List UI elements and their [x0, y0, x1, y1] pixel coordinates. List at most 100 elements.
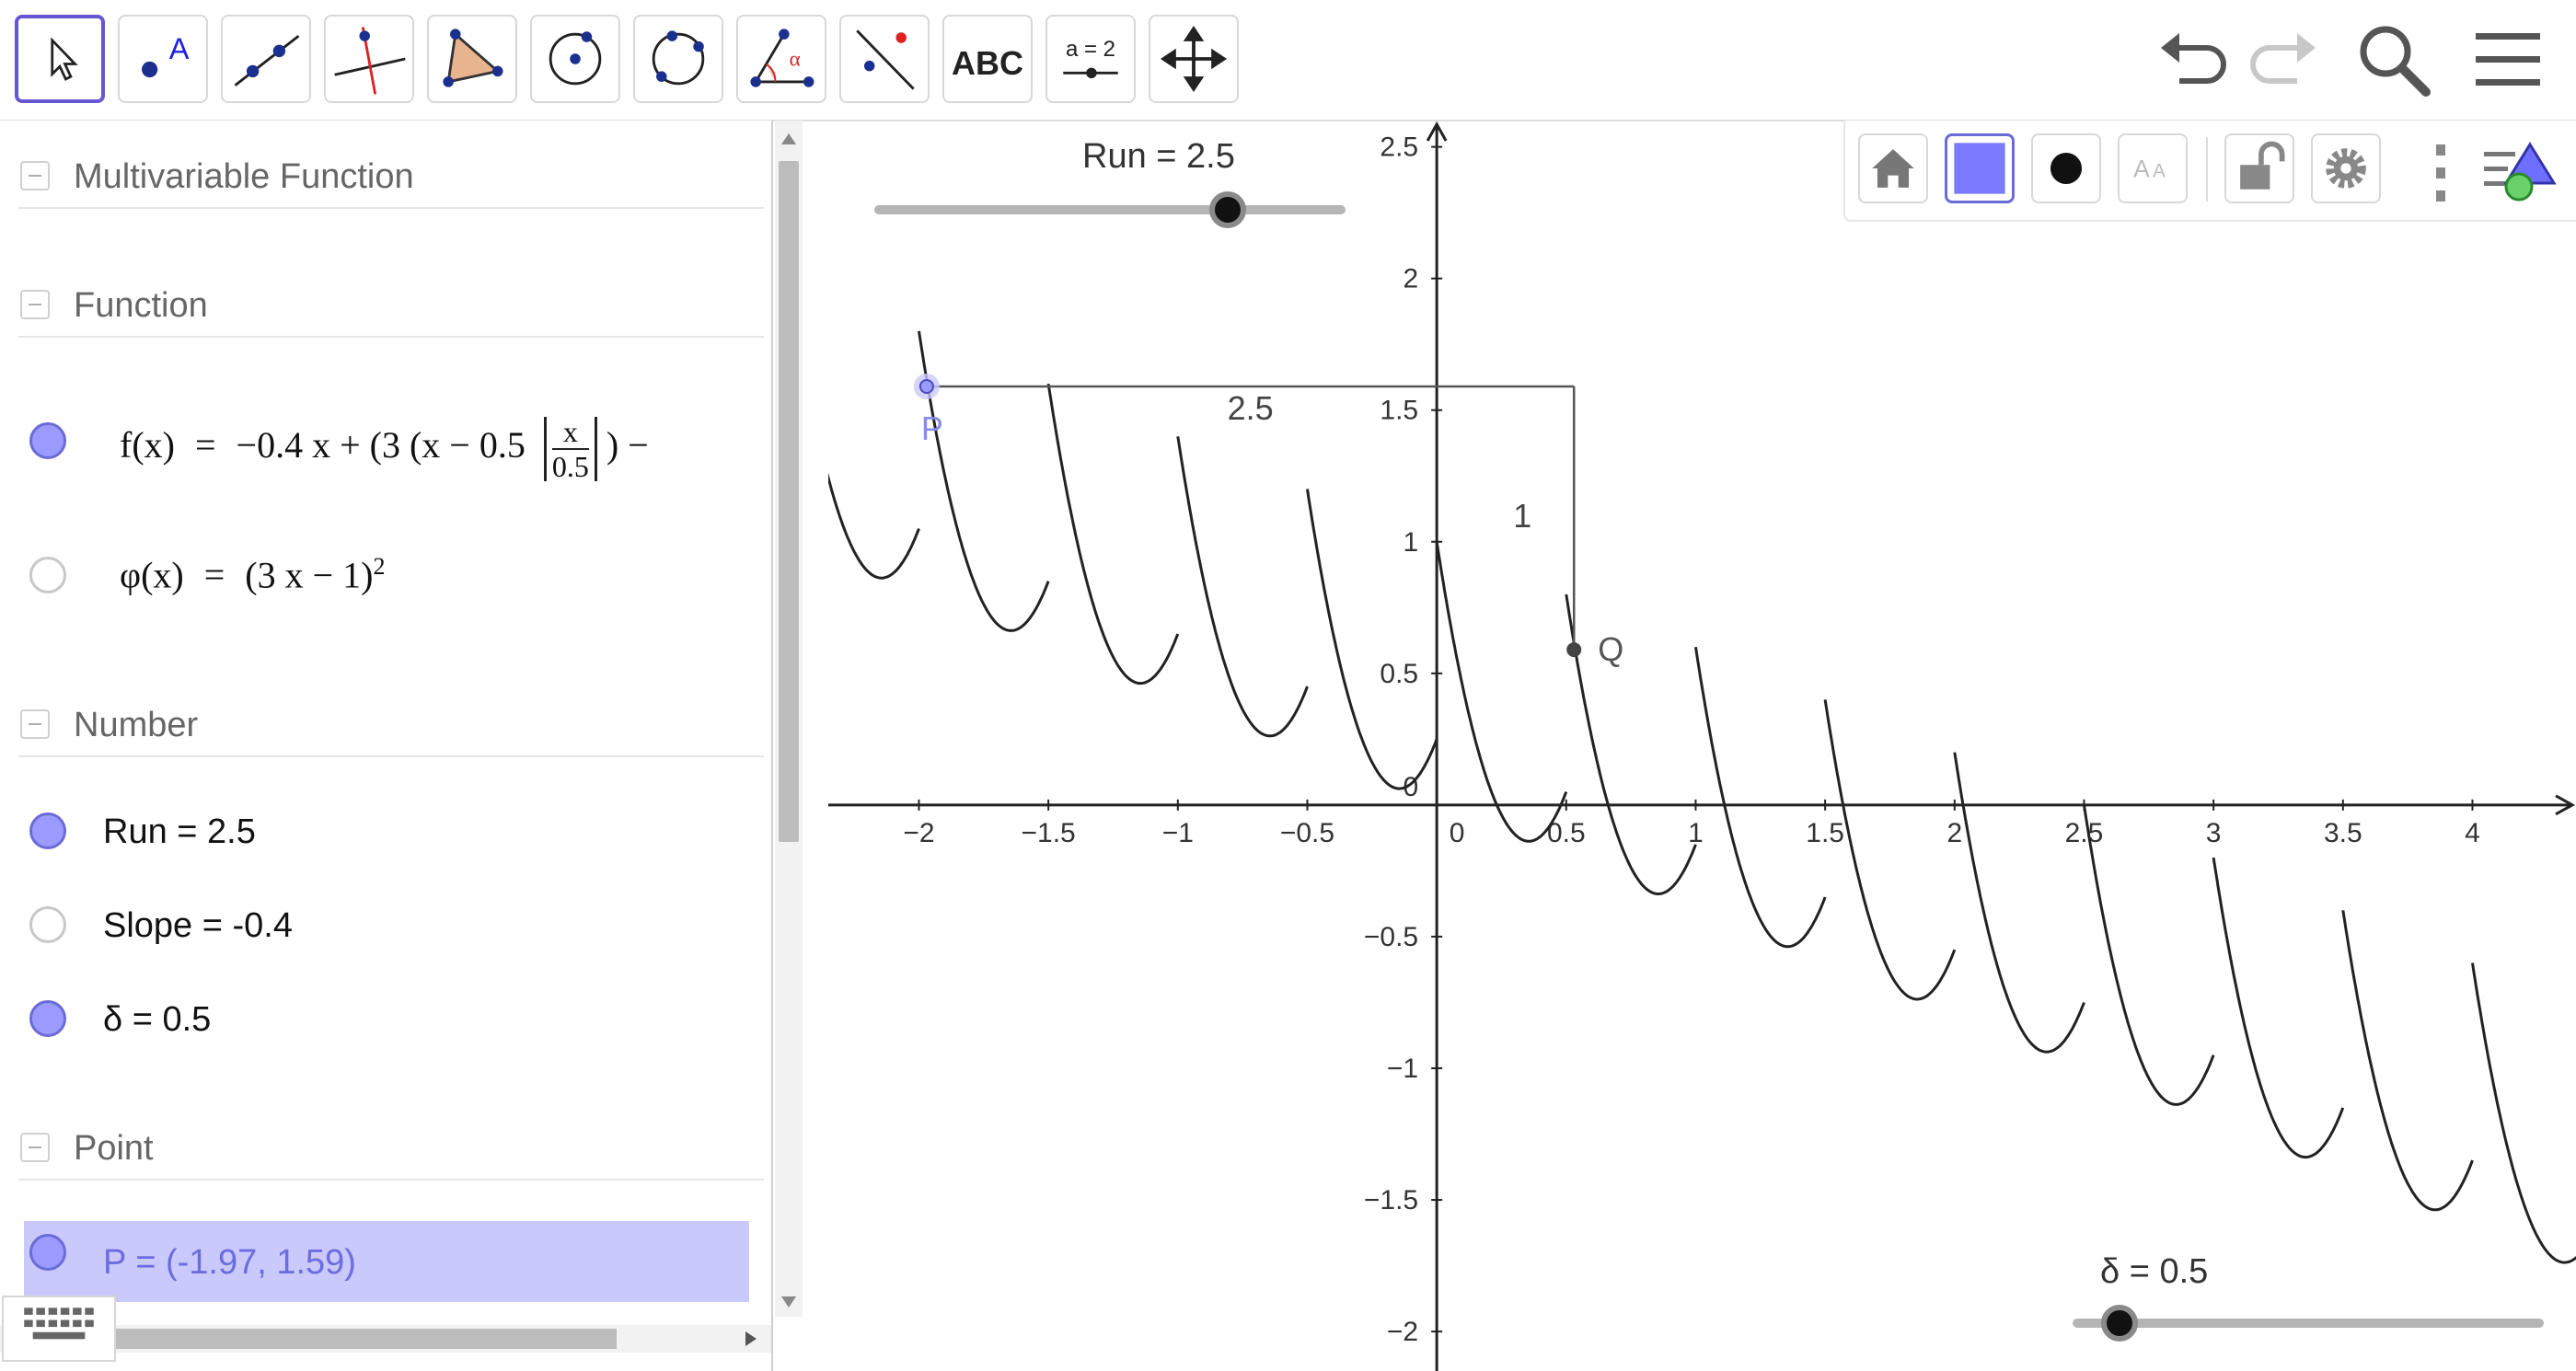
scroll-down-icon[interactable] — [775, 1287, 803, 1315]
point-tool-button[interactable]: A — [118, 15, 208, 103]
style-bar-divider — [2206, 137, 2208, 202]
function-f-branch[interactable] — [2471, 962, 2576, 1264]
y-tick-label: 2.5 — [1380, 132, 1418, 163]
algebra-row-point-p[interactable]: P = (-1.97, 1.59) — [24, 1221, 749, 1302]
algebra-row-slope[interactable]: Slope = -0.4 — [18, 890, 751, 963]
redo-button[interactable] — [2242, 18, 2325, 101]
undo-button[interactable] — [2152, 18, 2235, 101]
algebra-row-f[interactable]: f(x) = −0.4 x + (3 (x − 0.5 x 0.5 ) − — [18, 395, 751, 487]
function-f-branch[interactable] — [1435, 541, 1568, 843]
points[interactable]: PQ — [913, 373, 1623, 668]
collapse-icon[interactable] — [20, 1133, 50, 1162]
angle-icon: α — [750, 29, 814, 87]
move-graphics-icon — [1160, 25, 1228, 93]
more-button[interactable] — [2431, 141, 2449, 205]
algebra-horizontal-scrollbar[interactable] — [0, 1325, 771, 1353]
move-tool-button[interactable] — [15, 15, 105, 103]
algebra-row-delta[interactable]: δ = 0.5 — [18, 984, 751, 1057]
x-tick-label: −0.5 — [1280, 818, 1334, 848]
reflect-tool-button[interactable] — [839, 15, 930, 103]
function-f-branch[interactable] — [1694, 646, 1827, 949]
settings-gear-icon — [2326, 148, 2366, 189]
delta-slider-label: δ = 0.5 — [2100, 1252, 2209, 1291]
point-p[interactable] — [918, 378, 934, 394]
lock-button[interactable] — [2224, 133, 2294, 203]
group-header-number[interactable]: Number — [18, 691, 764, 757]
line-tool-button[interactable] — [221, 15, 311, 103]
group-label: Function — [74, 286, 208, 325]
scroll-thumb[interactable] — [779, 161, 799, 842]
function-phi-definition[interactable]: φ(x) = (3 x − 1)2 — [120, 553, 386, 596]
run-slider-knob[interactable] — [1209, 191, 1246, 228]
fraction-denominator: 0.5 — [551, 450, 589, 483]
polygon-tool-button[interactable] — [427, 15, 517, 103]
function-f-branch[interactable] — [1046, 383, 1180, 686]
delta-slider-track[interactable] — [2073, 1319, 2544, 1328]
function-f-branch[interactable] — [1565, 593, 1697, 896]
function-f-branch[interactable] — [2341, 910, 2474, 1212]
function-f-branch[interactable] — [2083, 804, 2215, 1106]
group-header-function[interactable]: Function — [18, 271, 764, 338]
function-f-definition[interactable]: f(x) = −0.4 x + (3 (x − 0.5 x 0.5 ) − — [120, 417, 649, 481]
algebra-row-phi[interactable]: φ(x) = (3 x − 1)2 — [18, 536, 751, 610]
keyboard-button[interactable] — [2, 1296, 116, 1362]
scroll-right-icon[interactable] — [736, 1325, 764, 1353]
delta-slider-knob[interactable] — [2101, 1305, 2139, 1342]
point-style-button[interactable] — [2031, 133, 2101, 203]
move-graphics-tool-button[interactable] — [1149, 15, 1239, 103]
graphics-canvas[interactable]: −2 −1.5 −1 −0.5 0 0.5 1 1.5 2 2.5 3 3.5 4 −2 −1.5 −1 −0.… — [828, 121, 2576, 1371]
function-f-branch[interactable] — [918, 330, 1050, 632]
text-tool-button[interactable]: ABC — [942, 15, 1033, 103]
y-tick-label: 1.5 — [1380, 396, 1418, 426]
visibility-toggle[interactable] — [29, 1000, 66, 1037]
visibility-toggle[interactable] — [29, 906, 66, 943]
number-value[interactable]: δ = 0.5 — [103, 1000, 212, 1039]
collapse-icon[interactable] — [20, 290, 50, 319]
group-header-point[interactable]: Point — [18, 1114, 764, 1181]
function-f-branch[interactable] — [1176, 436, 1309, 738]
perpendicular-tool-button[interactable] — [324, 15, 414, 103]
run-slider-track[interactable] — [874, 205, 1346, 214]
circle-tool-button[interactable] — [530, 15, 620, 103]
function-f-branch[interactable] — [1953, 752, 2085, 1054]
function-f-branch[interactable] — [1306, 489, 1438, 790]
keyboard-icon — [24, 1308, 94, 1340]
point-value[interactable]: P = (-1.97, 1.59) — [103, 1243, 356, 1282]
visibility-toggle[interactable] — [29, 422, 66, 459]
f-name: f(x) — [120, 424, 175, 467]
scroll-thumb[interactable] — [115, 1329, 617, 1349]
slider-tool-button[interactable]: a = 2 — [1045, 15, 1136, 103]
function-f-graph[interactable] — [828, 330, 2576, 1264]
label-style-button[interactable]: A A — [2118, 133, 2188, 203]
visibility-toggle[interactable] — [29, 1234, 66, 1271]
home-button[interactable] — [1858, 133, 1928, 203]
collapse-icon[interactable] — [20, 161, 50, 190]
collapse-icon[interactable] — [20, 709, 50, 739]
visibility-toggle[interactable] — [29, 812, 66, 849]
visibility-toggle[interactable] — [29, 557, 66, 593]
point-q[interactable] — [1566, 642, 1582, 658]
number-value[interactable]: Run = 2.5 — [103, 812, 256, 851]
search-button[interactable] — [2352, 18, 2435, 101]
function-f-branch[interactable] — [1823, 699, 1957, 1001]
scroll-up-icon[interactable] — [775, 126, 803, 154]
more-vertical-icon — [2436, 144, 2445, 202]
algebra-vertical-scrollbar[interactable] — [775, 121, 803, 1317]
function-f-branch[interactable] — [828, 423, 920, 580]
function-f-branch[interactable] — [2212, 857, 2345, 1159]
group-header-multivariable-function[interactable]: Multivariable Function — [18, 143, 764, 209]
color-button[interactable] — [1945, 133, 2015, 203]
menu-button[interactable] — [2466, 18, 2549, 101]
y-tick-label: 0.5 — [1380, 659, 1418, 689]
settings-button[interactable] — [2311, 133, 2381, 203]
search-icon — [2360, 26, 2431, 97]
graphics-view[interactable]: −2 −1.5 −1 −0.5 0 0.5 1 1.5 2 2.5 3 3.5 4 −2 −1.5 −1 −0.… — [828, 121, 2576, 1371]
x-tick-label: 2.5 — [2065, 818, 2104, 848]
toggle-style-bar-button[interactable] — [2480, 137, 2563, 207]
point-tool-letter: A — [169, 32, 190, 65]
circle-three-points-tool-button[interactable] — [633, 15, 723, 103]
x-tick-label: 0.5 — [1547, 818, 1586, 848]
angle-tool-button[interactable]: α — [736, 15, 826, 103]
algebra-row-run[interactable]: Run = 2.5 — [18, 796, 751, 870]
number-value[interactable]: Slope = -0.4 — [103, 906, 293, 945]
